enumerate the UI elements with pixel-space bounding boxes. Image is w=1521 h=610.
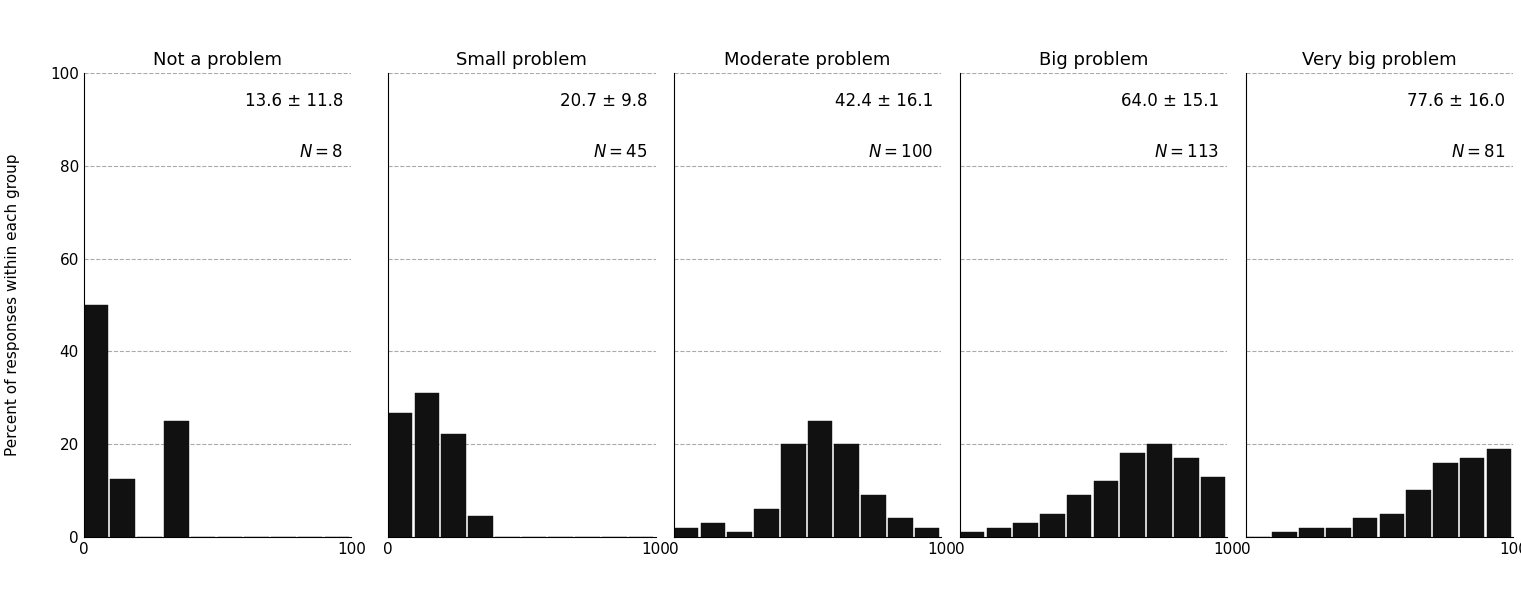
Bar <box>888 518 913 537</box>
Title: Small problem: Small problem <box>456 51 587 69</box>
Title: Very big problem: Very big problem <box>1302 51 1457 69</box>
Bar <box>1147 444 1171 537</box>
Bar <box>1486 449 1512 537</box>
Text: 64.0 ± 15.1: 64.0 ± 15.1 <box>1121 92 1220 110</box>
Bar <box>1299 528 1323 537</box>
Bar <box>987 528 1011 537</box>
Text: $N = 113$: $N = 113$ <box>1154 143 1220 161</box>
Bar <box>111 479 135 537</box>
Title: Not a problem: Not a problem <box>154 51 281 69</box>
Text: 20.7 ± 9.8: 20.7 ± 9.8 <box>560 92 648 110</box>
Text: $N = 8$: $N = 8$ <box>300 143 344 161</box>
Bar <box>808 421 832 537</box>
Text: Percent of responses within each group: Percent of responses within each group <box>5 154 20 456</box>
Bar <box>674 528 698 537</box>
Bar <box>1380 514 1404 537</box>
Text: $N = 100$: $N = 100$ <box>868 143 934 161</box>
Bar <box>1200 476 1226 537</box>
Bar <box>1460 458 1484 537</box>
Text: 77.6 ± 16.0: 77.6 ± 16.0 <box>1407 92 1506 110</box>
Bar <box>1352 518 1378 537</box>
Bar <box>1066 495 1092 537</box>
Text: $N = 45$: $N = 45$ <box>593 143 648 161</box>
Title: Moderate problem: Moderate problem <box>724 51 891 69</box>
Bar <box>914 528 940 537</box>
Text: 13.6 ± 11.8: 13.6 ± 11.8 <box>245 92 344 110</box>
Bar <box>1121 453 1145 537</box>
Bar <box>727 532 751 537</box>
Bar <box>1433 462 1457 537</box>
Bar <box>415 393 440 537</box>
Bar <box>1407 490 1431 537</box>
Title: Big problem: Big problem <box>1039 51 1148 69</box>
Bar <box>960 532 984 537</box>
Bar <box>861 495 885 537</box>
Text: $N = 81$: $N = 81$ <box>1451 143 1506 161</box>
Bar <box>1273 532 1297 537</box>
Bar <box>388 413 412 537</box>
Bar <box>441 434 465 537</box>
Bar <box>1013 523 1037 537</box>
Bar <box>1326 528 1351 537</box>
Bar <box>84 305 108 537</box>
Bar <box>780 444 806 537</box>
Bar <box>1094 481 1118 537</box>
Bar <box>164 421 189 537</box>
Bar <box>701 523 726 537</box>
Text: 42.4 ± 16.1: 42.4 ± 16.1 <box>835 92 934 110</box>
Bar <box>835 444 859 537</box>
Bar <box>468 517 493 537</box>
Bar <box>1040 514 1065 537</box>
Bar <box>1174 458 1199 537</box>
Bar <box>754 509 779 537</box>
